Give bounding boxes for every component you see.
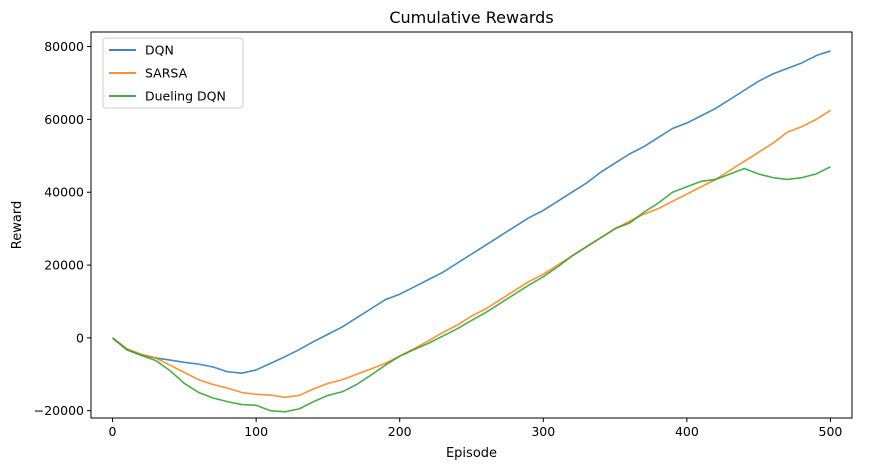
x-axis-label: Episode <box>446 446 497 461</box>
y-axis: −20000 0 20000 40000 60000 80000 <box>34 39 91 418</box>
x-tick-label: 300 <box>531 424 555 439</box>
plot-frame <box>90 31 853 419</box>
legend: DQN SARSA Dueling DQN <box>102 37 244 109</box>
series-layer <box>112 50 831 413</box>
y-tick-label: 20000 <box>44 258 84 273</box>
legend-box <box>102 37 244 109</box>
y-tick-label: 80000 <box>44 39 84 54</box>
x-tick-label: 100 <box>244 424 268 439</box>
x-tick-label: 500 <box>819 424 843 439</box>
x-tick-label: 200 <box>388 424 412 439</box>
y-tick-label: 60000 <box>44 112 84 127</box>
chart-title: Cumulative Rewards <box>389 8 553 27</box>
series-line-sarsa <box>112 109 831 399</box>
legend-label-sarsa: SARSA <box>145 66 188 81</box>
x-axis: 0 100 200 300 400 500 <box>109 418 843 439</box>
y-tick-label: −20000 <box>34 403 84 418</box>
y-axis-label: Reward <box>10 201 25 249</box>
y-tick-label: 0 <box>76 330 84 345</box>
x-tick-label: 400 <box>675 424 699 439</box>
legend-label-dqn: DQN <box>145 43 174 58</box>
legend-label-dueling-dqn: Dueling DQN <box>145 89 226 104</box>
plot-area <box>90 31 853 419</box>
y-tick-label: 40000 <box>44 185 84 200</box>
series-line-dueling-dqn <box>112 166 831 413</box>
series-line-dqn <box>112 50 831 375</box>
x-tick-label: 0 <box>109 424 117 439</box>
